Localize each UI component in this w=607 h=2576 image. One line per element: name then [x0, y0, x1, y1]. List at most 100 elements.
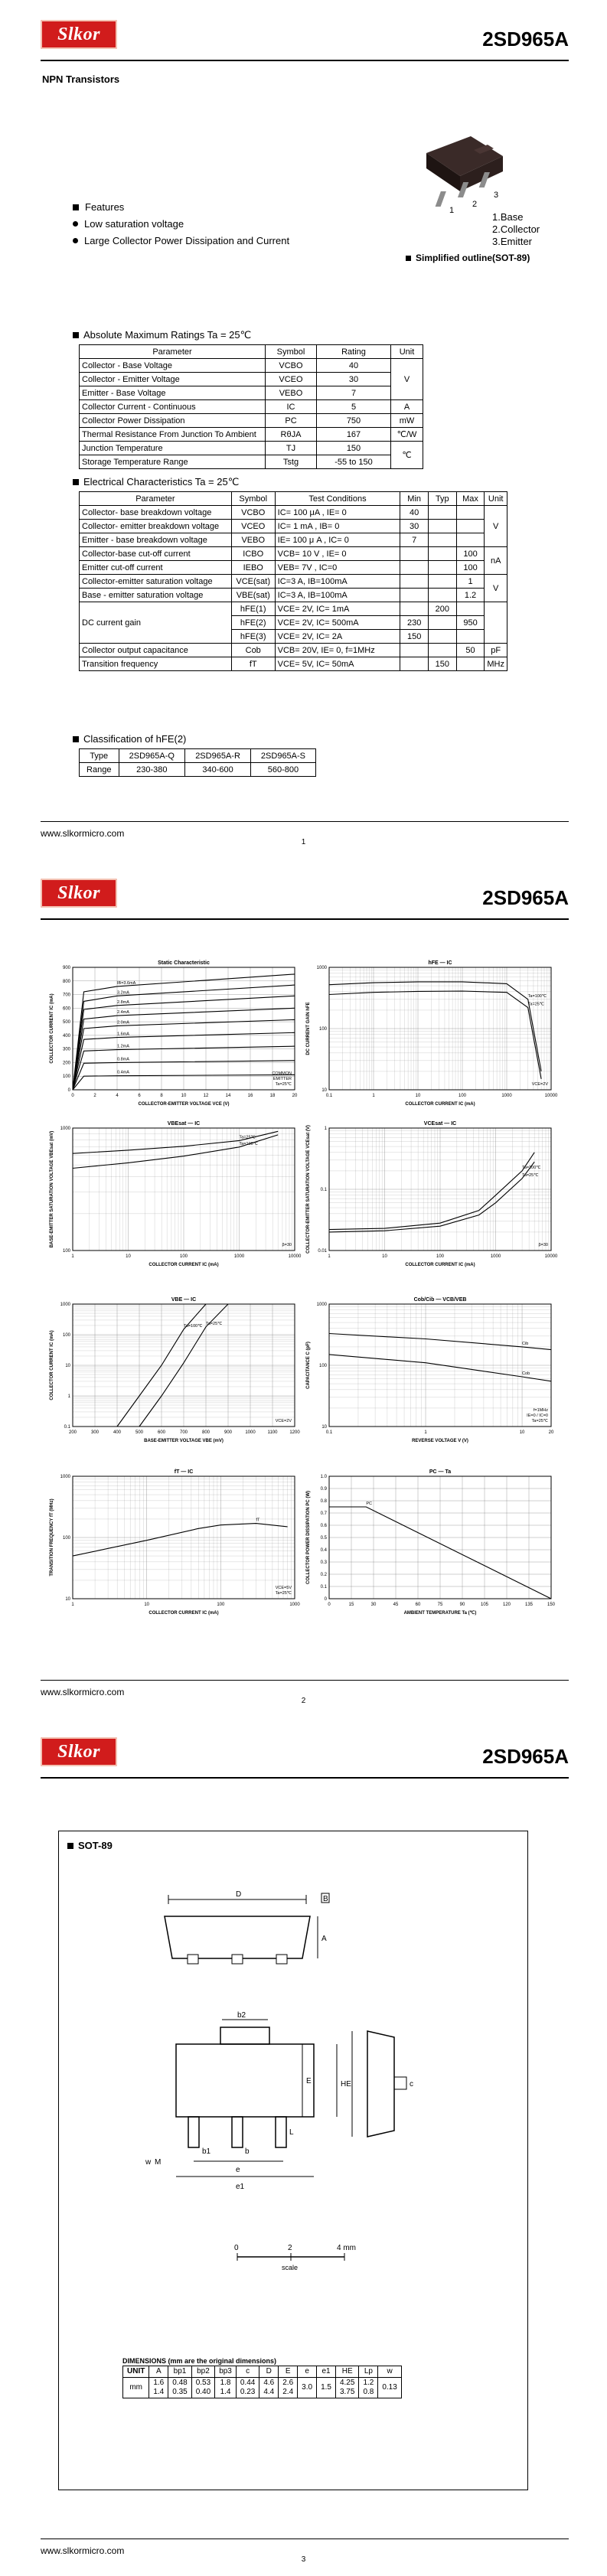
x-tick-label: 1 — [424, 1430, 427, 1435]
table-row: Thermal Resistance From Junction To Ambi… — [79, 427, 423, 442]
y-tick-label: 0.6 — [321, 1524, 328, 1528]
series-line — [72, 1074, 295, 1091]
table-row: Range 230-380 340-600 560-800 — [79, 762, 317, 777]
chart-annotation: Ta=25℃ — [276, 1082, 292, 1087]
chart-title: PC — Ta — [429, 1469, 451, 1475]
chart-4: 1 10 100 1000 10000 0.01 0.1 1 COLLECTOR CURRENT… — [306, 1121, 558, 1267]
dim-label: B — [323, 1895, 328, 1903]
x-tick-label: 900 — [224, 1430, 233, 1435]
y-axis-label: DC CURRENT GAIN hFE — [306, 1002, 311, 1055]
series-label: 1.2mA — [117, 1045, 129, 1049]
footer-url: www.slkormicro.com — [41, 2545, 125, 2556]
y-tick-label: 500 — [63, 1020, 71, 1025]
y-tick-label: 1000 — [60, 1127, 71, 1131]
page-1: Slkor 2SD965A NPN Transistors Features L… — [0, 0, 607, 859]
footer-url: www.slkormicro.com — [41, 1687, 125, 1697]
series-label: 3.2mA — [117, 990, 129, 995]
table-row: Collector - Emitter Voltage VCEO 30 — [79, 372, 423, 386]
series-label: 2.0mA — [117, 1020, 129, 1025]
chart-3: 1 10 100 1000 10000 100 1000 COLLECTOR CURRENT … — [50, 1121, 302, 1267]
dim-label: w — [145, 2158, 152, 2167]
y-tick-label: 100 — [63, 1333, 71, 1338]
page-number: 2 — [301, 1697, 306, 1705]
x-tick-label: 100 — [217, 1603, 225, 1607]
header-rule — [41, 1777, 569, 1779]
x-tick-label: 4 — [116, 1094, 119, 1098]
plot-frame — [328, 967, 552, 1091]
y-axis-label: COLLECTOR CURRENT IC (mA) — [50, 993, 54, 1063]
series-label: Ta=25℃ — [240, 1135, 256, 1140]
dim-label: e — [236, 2166, 240, 2174]
package-outline-frame — [58, 1831, 528, 2490]
series-label: Ta=100℃ — [240, 1142, 259, 1146]
y-tick-label: 0.1 — [64, 1425, 71, 1430]
table-row: Emitter - base breakdown voltage VEBO IE= … — [79, 533, 507, 547]
y-tick-label: 0.9 — [321, 1487, 328, 1492]
x-tick-label: 20 — [292, 1094, 298, 1098]
y-tick-label: 200 — [63, 1061, 71, 1065]
x-tick-label: 1000 — [245, 1430, 256, 1435]
package-side-view — [164, 1916, 311, 1959]
y-axis-label: COLLECTOR POWER DISSIPATION PC (W) — [306, 1491, 311, 1584]
chart-title: VBE — IC — [171, 1297, 196, 1303]
page-number: 1 — [301, 838, 306, 846]
y-tick-label: 100 — [319, 1364, 328, 1368]
y-axis-label: COLLECTOR CURRENT IC (mA) — [50, 1330, 54, 1400]
y-tick-label: 10 — [65, 1364, 70, 1368]
x-tick-label: 0.1 — [326, 1094, 333, 1098]
x-tick-label: 18 — [270, 1094, 276, 1098]
header-rule — [41, 918, 569, 920]
series-label: 2.4mA — [117, 1010, 129, 1015]
table-row: Collector Power Dissipation PC 750 mW — [79, 413, 423, 428]
series-label: PC — [366, 1502, 372, 1506]
y-axis-label: TRANSITION FREQUENCY fT (MHz) — [50, 1498, 54, 1576]
chart-8: 0 15 30 45 60 75 90 105 120 135 150 0 0.1 0.2 0.3 0.4 0.… — [306, 1469, 556, 1616]
x-tick-label: 105 — [481, 1603, 489, 1607]
series-line — [72, 1007, 295, 1091]
x-tick-label: 90 — [460, 1603, 465, 1607]
outline-label: Simplified outline(SOT-89) — [406, 253, 530, 263]
series-label: Ta=25℃ — [522, 1173, 539, 1178]
chart-annotation: EMITTER — [273, 1077, 292, 1081]
page-2: Slkor 2SD965A 0 2 4 6 8 10 12 14 16 18 20 0 100 200 30… — [0, 859, 607, 1717]
x-tick-label: 1 — [71, 1254, 74, 1259]
footer-rule — [41, 1680, 569, 1681]
chart-title: hFE — IC — [428, 960, 452, 966]
y-tick-label: 10 — [65, 1597, 70, 1602]
series-line — [116, 1303, 207, 1427]
page-number: 3 — [301, 2555, 306, 2564]
x-tick-label: 0.1 — [326, 1430, 333, 1435]
series-label: Ta=100℃ — [528, 994, 547, 999]
x-tick-label: 10 — [181, 1094, 187, 1098]
plot-frame — [72, 967, 295, 1091]
x-axis-label: COLLECTOR CURRENT IC (mA) — [148, 1611, 218, 1616]
series-label: Ta=25℃ — [206, 1322, 223, 1326]
y-tick-label: 1000 — [317, 966, 328, 970]
x-tick-label: 6 — [138, 1094, 141, 1098]
chart-title: fT — IC — [175, 1469, 194, 1475]
table-row: mm 1.6 1.4 0.48 0.35 0.53 0.40 1.8 1.4 0.44 0… — [122, 2377, 402, 2398]
y-tick-label: 10 — [321, 1425, 327, 1430]
y-tick-label: 900 — [63, 966, 71, 970]
table-row: Junction Temperature TJ 150 ℃ — [79, 441, 423, 469]
x-tick-label: 1 — [372, 1094, 375, 1098]
y-tick-label: 0.01 — [318, 1249, 327, 1254]
x-tick-label: 700 — [180, 1430, 188, 1435]
chart-5: 200 300 400 500 600 700 800 900 1000 1100 12000.11… — [50, 1297, 300, 1443]
series-label: 2.8mA — [117, 1000, 129, 1005]
x-tick-label: 15 — [349, 1603, 354, 1607]
y-tick-label: 1.0 — [321, 1475, 328, 1479]
feature-item: Large Collector Power Dissipation and Cu… — [73, 233, 289, 249]
table-row: Storage Temperature Range Tstg -55 to 150 — [79, 455, 423, 469]
brand-logo: Slkor — [41, 879, 117, 908]
table-row: Collector- base breakdown voltage VCBO IC=… — [79, 505, 507, 547]
dim-label: b2 — [237, 2011, 246, 2020]
table-header-row: Parameter Symbol Rating Unit — [79, 344, 423, 359]
series-line — [329, 1506, 552, 1599]
pin-number-3: 3 — [494, 191, 498, 200]
feature-item: Low saturation voltage — [73, 216, 289, 233]
x-tick-label: 800 — [202, 1430, 210, 1435]
y-tick-label: 100 — [319, 1027, 328, 1032]
